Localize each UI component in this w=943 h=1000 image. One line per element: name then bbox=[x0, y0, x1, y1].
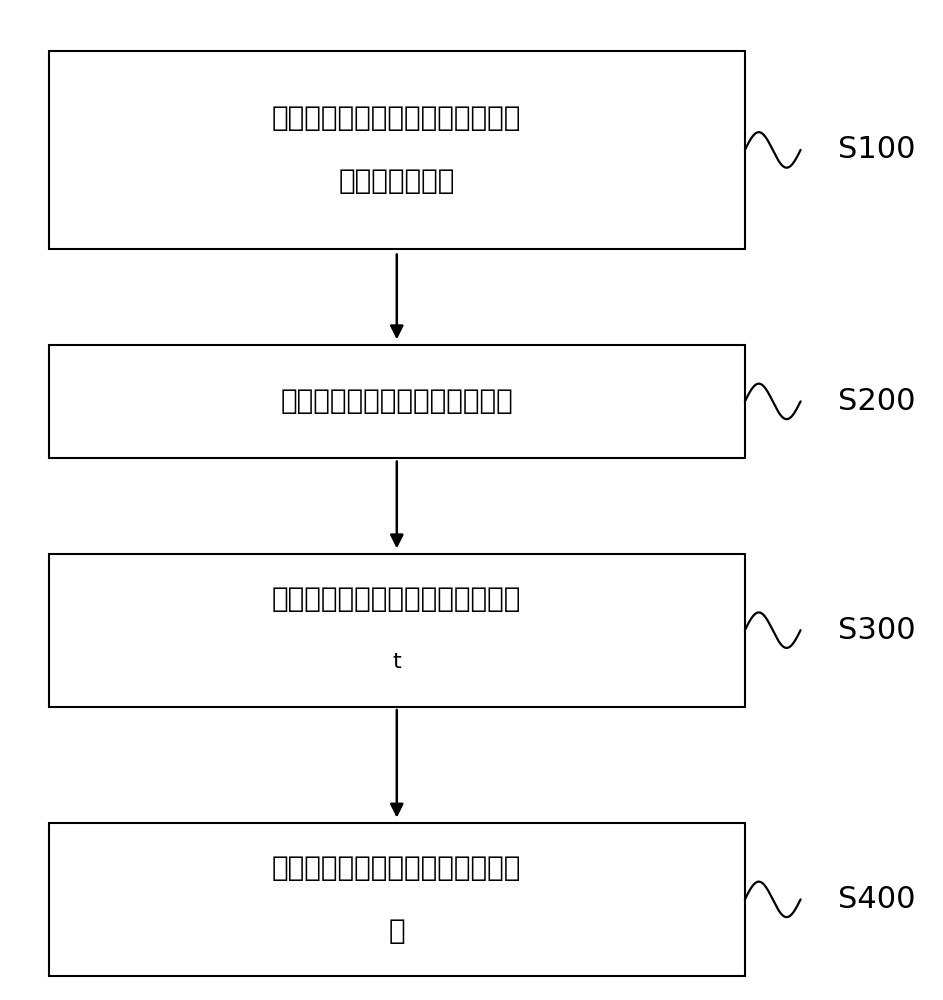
Text: 裁剪出所述各监测站的同步数据: 裁剪出所述各监测站的同步数据 bbox=[280, 387, 513, 415]
Text: 算: 算 bbox=[389, 917, 405, 945]
FancyBboxPatch shape bbox=[49, 345, 745, 458]
FancyBboxPatch shape bbox=[49, 823, 745, 976]
FancyBboxPatch shape bbox=[49, 51, 745, 249]
Text: 对各个监测站监测到的电磁波信号: 对各个监测站监测到的电磁波信号 bbox=[273, 104, 521, 132]
Text: 进行去噪预处理: 进行去噪预处理 bbox=[339, 167, 455, 195]
FancyBboxPatch shape bbox=[49, 554, 745, 707]
Text: 根据时差定位方程进行雷电位置计: 根据时差定位方程进行雷电位置计 bbox=[273, 854, 521, 882]
Text: 求取所述同步数据间的自相关时差: 求取所述同步数据间的自相关时差 bbox=[273, 585, 521, 613]
Text: t: t bbox=[392, 652, 401, 672]
Text: S400: S400 bbox=[837, 885, 916, 914]
Text: S100: S100 bbox=[837, 135, 916, 164]
Text: S200: S200 bbox=[837, 387, 916, 416]
Text: S300: S300 bbox=[837, 616, 916, 645]
